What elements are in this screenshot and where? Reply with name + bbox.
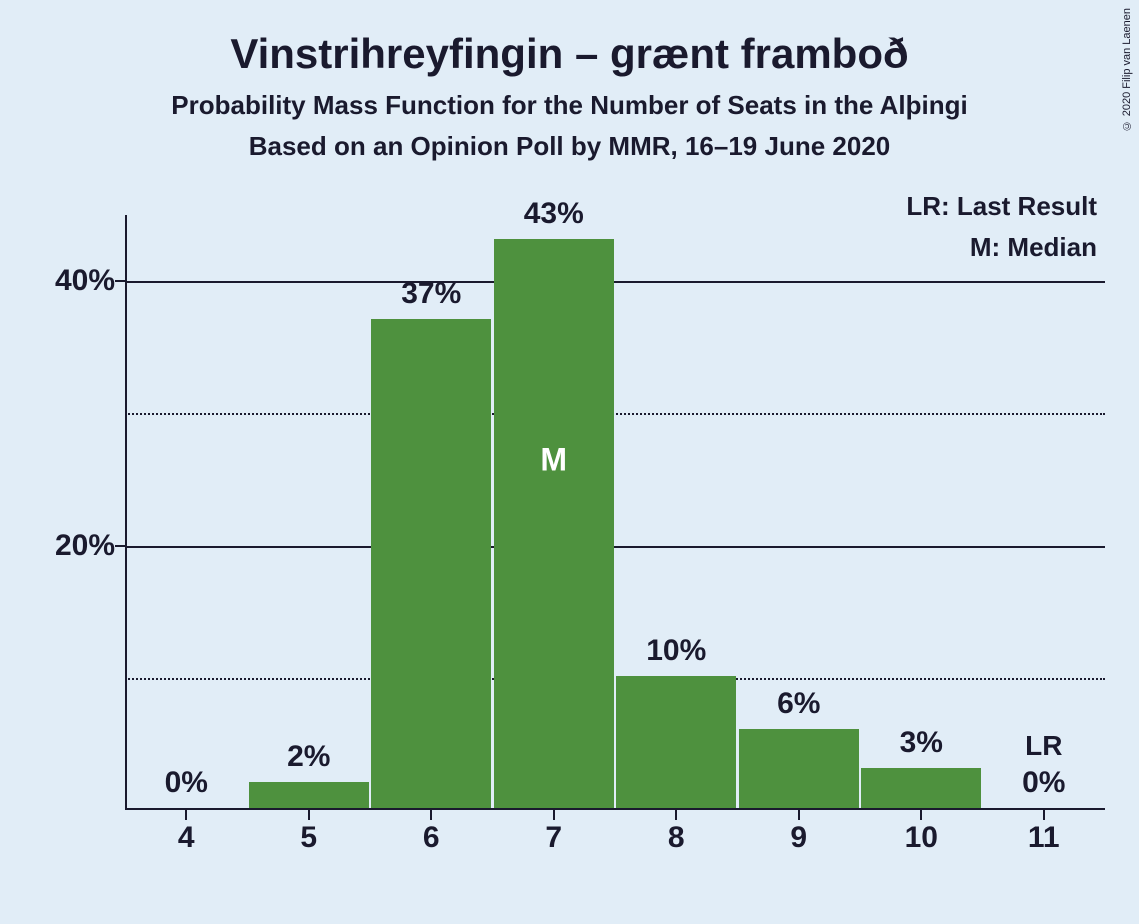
bar (861, 768, 981, 808)
bar (494, 239, 614, 808)
x-tick (1043, 810, 1045, 820)
bar-value-label: 0% (165, 766, 208, 800)
chart-subtitle-1: Probability Mass Function for the Number… (0, 90, 1139, 121)
x-axis-line (125, 808, 1105, 810)
x-tick (675, 810, 677, 820)
gridline-minor (125, 678, 1105, 680)
bar (249, 782, 369, 808)
legend-lr: LR: Last Result (906, 191, 1097, 222)
bar-value-label: 37% (401, 277, 461, 311)
y-tick (115, 280, 125, 282)
chart-title: Vinstrihreyfingin – grænt framboð (0, 30, 1139, 78)
x-axis-label: 7 (545, 821, 562, 855)
x-tick (798, 810, 800, 820)
bar (371, 319, 491, 808)
x-tick (430, 810, 432, 820)
gridline-minor (125, 413, 1105, 415)
x-axis-label: 9 (790, 821, 807, 855)
x-tick (553, 810, 555, 820)
x-axis-label: 8 (668, 821, 685, 855)
bar (616, 676, 736, 808)
legend-m: M: Median (906, 232, 1097, 263)
bar-value-label: 10% (646, 634, 706, 668)
x-axis-label: 6 (423, 821, 440, 855)
x-tick (185, 810, 187, 820)
x-tick (920, 810, 922, 820)
x-axis-label: 11 (1028, 821, 1060, 855)
x-tick (308, 810, 310, 820)
plot-area: LR: Last Result M: Median 40%52%637%743%… (125, 215, 1105, 810)
x-axis-label: 5 (300, 821, 317, 855)
x-axis-label: 4 (178, 821, 195, 855)
gridline-major (125, 281, 1105, 283)
y-axis-label: 20% (55, 529, 115, 563)
bar (739, 729, 859, 808)
legend: LR: Last Result M: Median (906, 191, 1097, 273)
x-axis-label: 10 (905, 821, 938, 855)
chart-area: LR: Last Result M: Median 40%52%637%743%… (55, 215, 1105, 855)
y-tick (115, 545, 125, 547)
bar-value-label: 2% (287, 740, 330, 774)
bar-value-label: 6% (777, 687, 820, 721)
title-block: Vinstrihreyfingin – grænt framboð Probab… (0, 0, 1139, 162)
y-axis-line (125, 215, 127, 810)
median-marker: M (540, 442, 567, 479)
copyright-text: © 2020 Filip van Laenen (1121, 8, 1133, 131)
bar-value-label: 3% (900, 726, 943, 760)
bar-value-label: 43% (524, 197, 584, 231)
y-axis-label: 40% (55, 264, 115, 298)
chart-subtitle-2: Based on an Opinion Poll by MMR, 16–19 J… (0, 131, 1139, 162)
lr-marker: LR (1025, 730, 1062, 762)
gridline-major (125, 546, 1105, 548)
bar-value-label: 0% (1022, 766, 1065, 800)
